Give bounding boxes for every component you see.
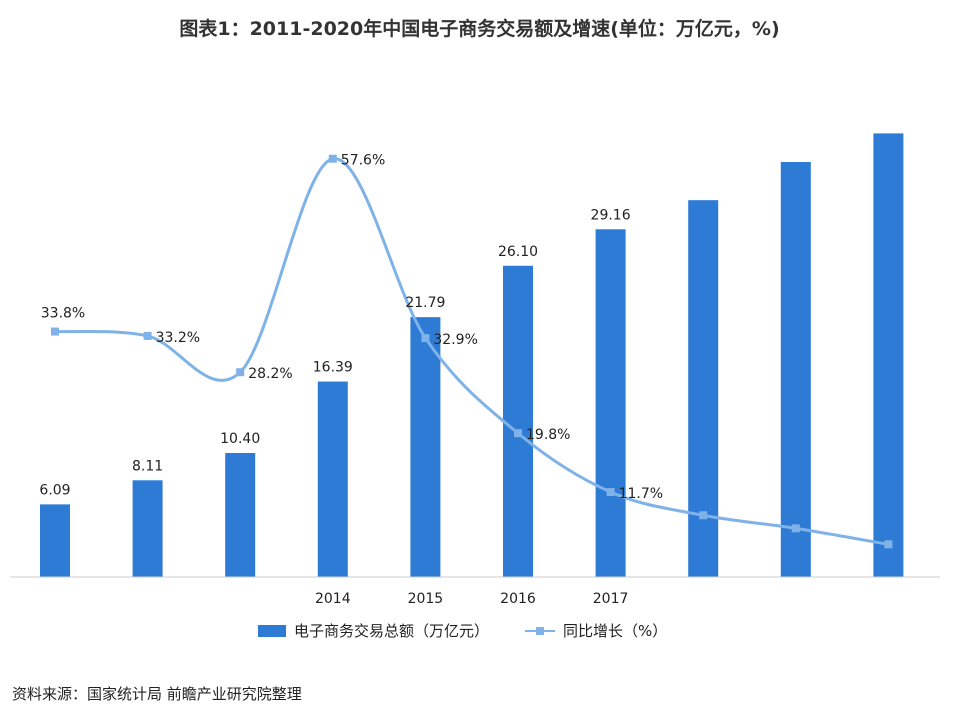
bar [595, 229, 626, 577]
growth-point [884, 540, 893, 549]
source-note: 资料来源：国家统计局 前瞻产业研究院整理 [12, 685, 302, 703]
bar [132, 480, 163, 577]
line-data-label: 57.6% [341, 153, 385, 169]
line-data-label: 32.9% [433, 332, 477, 348]
legend-bar-label: 电子商务交易总额（万亿元） [294, 622, 490, 640]
ticks-layer: 2014 2015 2016 2017 [315, 591, 628, 607]
bar [503, 265, 533, 577]
growth-point [421, 334, 430, 343]
bar [317, 381, 348, 577]
bar [225, 452, 256, 577]
bar-data-label: 29.16 [591, 207, 631, 223]
bars-layer [40, 133, 904, 578]
line-data-label: 33.8% [41, 306, 85, 322]
bar-data-label: 8.11 [132, 458, 163, 474]
bar-data-label: 10.40 [220, 431, 260, 447]
growth-point [699, 511, 708, 520]
growth-point [51, 327, 59, 336]
bar [780, 162, 811, 577]
line-layer [51, 154, 893, 549]
line-data-label: 33.2% [156, 330, 200, 346]
bar-data-label: 6.09 [39, 482, 70, 498]
chart-title: 图表1：2011-2020年中国电子商务交易额及增速(单位：万亿元，%) [179, 18, 780, 40]
labels-layer: 6.09 8.11 10.40 16.39 21.79 26.10 29.16 33.8% 33… [39, 153, 663, 502]
line-data-label: 19.8% [526, 427, 570, 443]
bar [873, 133, 904, 577]
x-tick-label: 2015 [408, 591, 444, 607]
legend: 电子商务交易总额（万亿元） 同比增长（%） [258, 620, 703, 641]
growth-point [606, 488, 615, 497]
legend-item-bar: 电子商务交易总额（万亿元） [258, 620, 489, 641]
growth-point [143, 331, 152, 340]
x-tick-label: 2014 [315, 591, 351, 607]
legend-line-swatch [525, 625, 556, 637]
growth-point [791, 524, 800, 533]
growth-point [514, 429, 522, 438]
x-tick-label: 2016 [500, 591, 536, 607]
legend-line-label: 同比增长（%） [563, 622, 668, 640]
bar-data-label: 16.39 [313, 360, 353, 376]
bar [40, 504, 70, 577]
x-tick-label: 2017 [593, 591, 629, 607]
line-data-label: 28.2% [248, 366, 292, 382]
bar [688, 200, 719, 578]
bar [410, 317, 441, 577]
legend-item-line: 同比增长（%） [525, 620, 667, 641]
bar-data-label: 21.79 [405, 295, 445, 311]
growth-point [236, 368, 245, 377]
bar-data-label: 26.10 [498, 244, 538, 260]
line-data-label: 11.7% [619, 486, 663, 502]
growth-point [328, 154, 337, 163]
legend-bar-swatch [258, 624, 286, 637]
growth-line [54, 157, 889, 546]
